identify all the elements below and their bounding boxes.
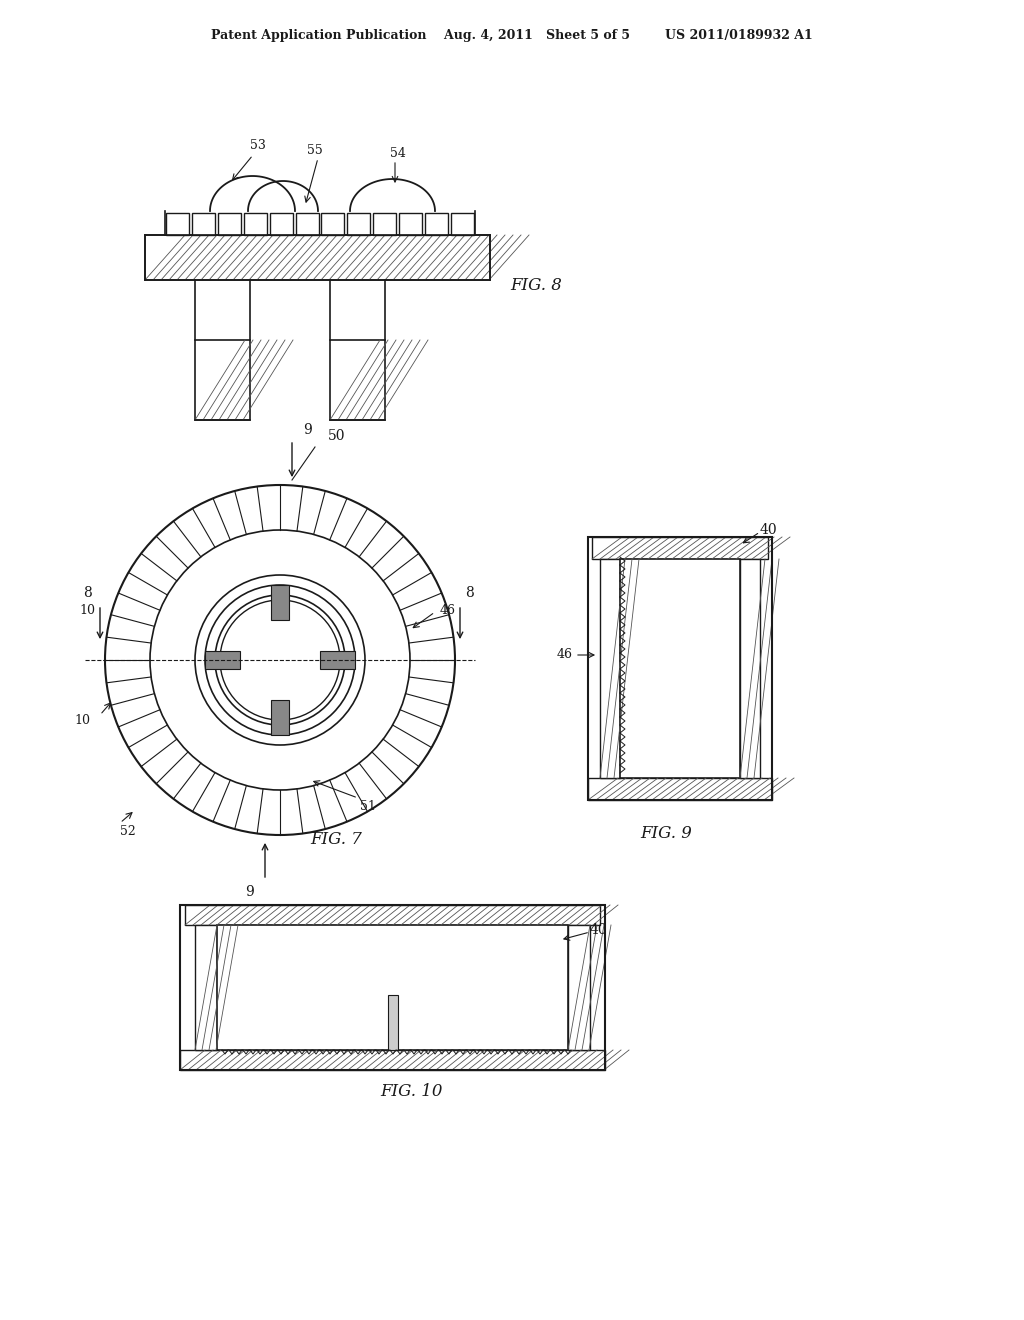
Text: 10: 10	[74, 714, 90, 726]
Bar	[195, 341, 250, 420]
Bar	[588, 777, 772, 800]
Bar	[271, 700, 289, 735]
Bar	[592, 537, 768, 558]
Bar	[588, 537, 772, 800]
Text: 52: 52	[120, 825, 136, 838]
Bar	[269, 213, 293, 235]
FancyBboxPatch shape	[145, 235, 490, 280]
Text: 40: 40	[760, 523, 777, 537]
Bar	[180, 1049, 605, 1071]
Text: 46: 46	[440, 603, 456, 616]
Bar	[191, 213, 215, 235]
Text: 10: 10	[79, 603, 95, 616]
Bar	[319, 651, 355, 669]
Bar	[244, 213, 266, 235]
Text: FIG. 9: FIG. 9	[640, 825, 692, 842]
Text: 51: 51	[360, 800, 376, 813]
Bar	[322, 213, 344, 235]
Bar	[425, 213, 449, 235]
Text: 40: 40	[590, 923, 607, 937]
Bar	[740, 558, 760, 777]
Bar	[600, 558, 620, 777]
Text: 46: 46	[557, 648, 573, 661]
Bar	[180, 906, 605, 1071]
Text: 54: 54	[390, 147, 406, 160]
Bar	[330, 341, 385, 420]
Bar	[195, 925, 217, 1049]
Text: FIG. 8: FIG. 8	[510, 276, 562, 293]
Text: 50: 50	[328, 429, 345, 444]
Text: 9: 9	[246, 884, 254, 899]
Bar	[568, 925, 590, 1049]
Bar	[387, 995, 397, 1049]
Bar	[451, 213, 474, 235]
Bar	[217, 925, 568, 1049]
Bar	[185, 906, 600, 925]
Bar	[296, 213, 318, 235]
Circle shape	[220, 601, 340, 719]
Bar	[399, 213, 422, 235]
Bar	[347, 213, 371, 235]
Bar	[620, 558, 740, 777]
Text: FIG. 10: FIG. 10	[380, 1084, 442, 1101]
Bar	[166, 213, 189, 235]
Bar	[271, 585, 289, 620]
Bar	[374, 213, 396, 235]
Text: 9: 9	[304, 422, 312, 437]
Bar	[218, 213, 241, 235]
Bar	[205, 651, 240, 669]
Text: 8: 8	[83, 586, 91, 601]
Text: 53: 53	[250, 139, 266, 152]
Text: 55: 55	[307, 144, 323, 157]
Text: 8: 8	[466, 586, 474, 601]
Text: Patent Application Publication    Aug. 4, 2011   Sheet 5 of 5        US 2011/018: Patent Application Publication Aug. 4, 2…	[211, 29, 813, 41]
Text: FIG. 7: FIG. 7	[310, 832, 361, 849]
